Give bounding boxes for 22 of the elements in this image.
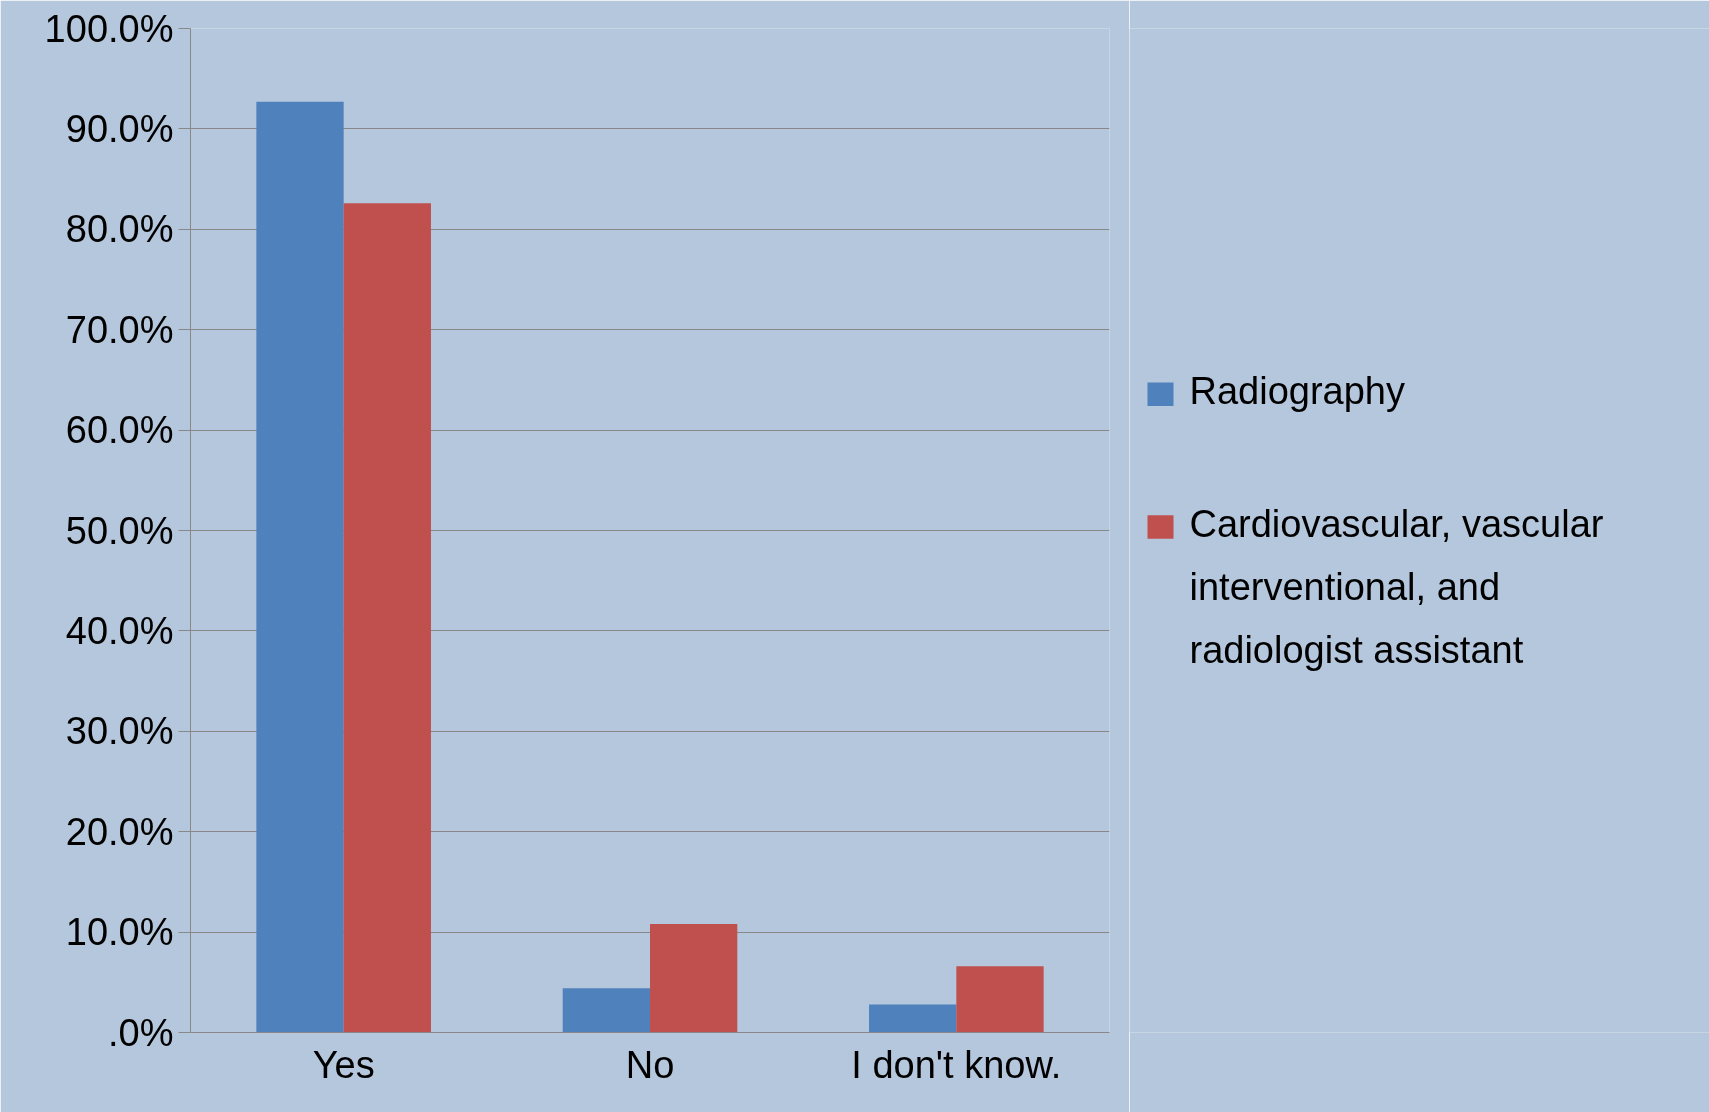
- y-tick-label: 90.0%: [65, 107, 174, 150]
- y-tick-label: 80.0%: [65, 208, 174, 251]
- y-tick-label: 30.0%: [65, 710, 174, 753]
- bar: [956, 966, 1044, 1033]
- bar: [256, 101, 344, 1033]
- legend-label: Radiography: [1189, 370, 1405, 413]
- y-tick-label: .0%: [108, 1011, 174, 1054]
- bar: [650, 924, 738, 1033]
- bar: [343, 203, 431, 1033]
- y-tick-label: 60.0%: [65, 409, 174, 452]
- legend-label: Cardiovascular, vascular interventional, and radiologist assistant: [1189, 502, 1604, 671]
- y-tick-label: 20.0%: [65, 810, 174, 853]
- bar: [869, 1004, 957, 1033]
- bar: [562, 988, 650, 1033]
- y-tick-label: 50.0%: [65, 509, 174, 552]
- y-tick-label: 40.0%: [65, 609, 174, 652]
- x-tick-label: Yes: [312, 1043, 375, 1086]
- y-tick-label: 70.0%: [65, 308, 174, 351]
- x-tick-label: No: [625, 1043, 675, 1086]
- y-tick-label: 10.0%: [65, 911, 174, 954]
- y-tick-label: 100.0%: [44, 7, 174, 50]
- x-tick-label: I don't know.: [851, 1043, 1062, 1086]
